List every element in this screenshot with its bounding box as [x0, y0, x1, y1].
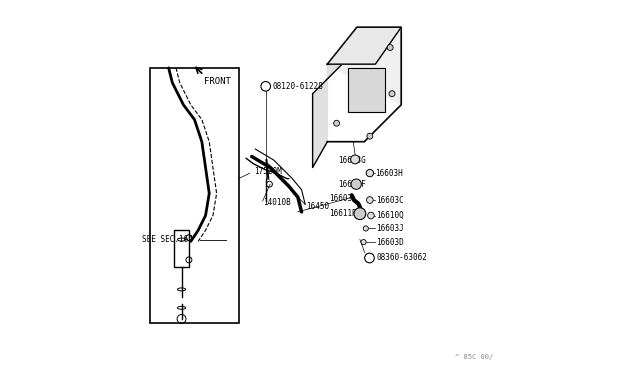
Circle shape — [366, 169, 374, 177]
Text: ^ 85C 00/: ^ 85C 00/ — [455, 353, 493, 359]
Text: 08120-61228: 08120-61228 — [273, 82, 323, 91]
Polygon shape — [328, 27, 401, 105]
Text: SEE SEC.164: SEE SEC.164 — [141, 235, 193, 244]
Text: 16450: 16450 — [307, 202, 330, 211]
Text: 17520M: 17520M — [254, 167, 282, 176]
Text: 16603G: 16603G — [338, 156, 365, 166]
Text: 16603: 16603 — [329, 195, 352, 203]
Circle shape — [389, 91, 395, 97]
Text: 16603C: 16603C — [376, 196, 404, 205]
Polygon shape — [312, 57, 364, 167]
Text: 16603H: 16603H — [376, 169, 403, 177]
Circle shape — [367, 212, 374, 219]
Text: 16603D: 16603D — [376, 238, 404, 247]
Text: 08360-63062: 08360-63062 — [376, 253, 427, 263]
Circle shape — [387, 45, 393, 51]
Circle shape — [333, 120, 340, 126]
Circle shape — [367, 197, 373, 203]
Circle shape — [363, 226, 369, 231]
Text: 16603J: 16603J — [376, 224, 404, 233]
Circle shape — [351, 179, 362, 189]
Text: 14010B: 14010B — [263, 198, 291, 207]
Text: 16611R: 16611R — [329, 209, 356, 218]
Bar — [150, 68, 239, 323]
Bar — [348, 68, 385, 112]
Bar — [174, 230, 189, 267]
Circle shape — [354, 208, 366, 219]
Circle shape — [351, 155, 360, 164]
Text: 16610Q: 16610Q — [376, 211, 404, 220]
Circle shape — [361, 240, 366, 245]
Circle shape — [367, 133, 372, 139]
Polygon shape — [328, 27, 401, 64]
Text: 16603F: 16603F — [338, 180, 365, 189]
Text: FRONT: FRONT — [204, 77, 230, 86]
